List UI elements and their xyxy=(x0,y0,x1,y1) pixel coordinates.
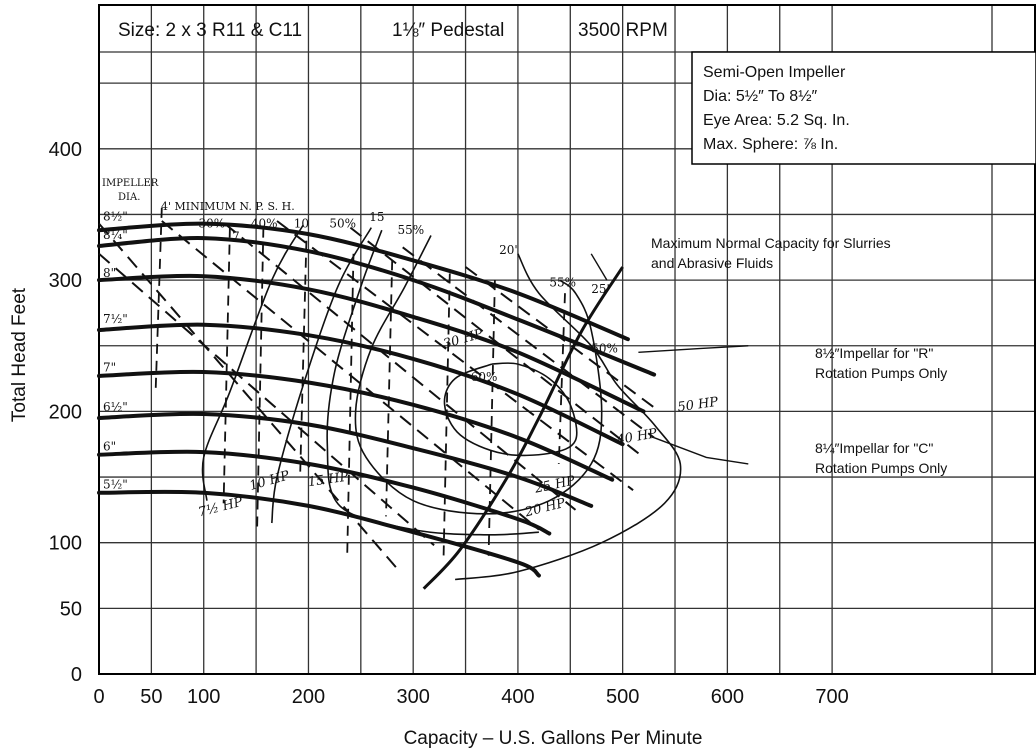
x-tick-label: 600 xyxy=(711,686,744,708)
hp-label: 15 HP xyxy=(307,470,350,491)
curve-labels: IMPELLER DIA. 8½" 8¼" 8" 7½" 7" 6½" 6" 5½" 4' MINI… xyxy=(102,178,947,521)
header-pedestal: 1⅛″ Pedestal xyxy=(392,20,504,41)
annotation-leader xyxy=(590,253,608,281)
annotation-leader xyxy=(638,345,749,353)
efficiency-curve xyxy=(201,224,304,501)
y-axis-title: Total Head Feet xyxy=(9,287,30,422)
y-tick-label: 100 xyxy=(49,533,82,555)
npsh-curve xyxy=(154,207,163,392)
info-box-line: Eye Area: 5.2 Sq. In. xyxy=(703,112,850,129)
y-tick-label: 300 xyxy=(49,270,82,292)
npsh-label: 15 xyxy=(369,210,384,224)
info-box: Semi-Open Impeller Dia: 5½″ To 8½″ Eye Are… xyxy=(691,51,1036,165)
npsh-curve xyxy=(222,227,231,504)
diameter-label: 6" xyxy=(103,439,116,453)
hp-line xyxy=(98,253,435,547)
hp-line xyxy=(402,246,655,439)
efficiency-label: 30% xyxy=(198,217,225,231)
npsh-label: 7 xyxy=(232,230,240,244)
y-tick-label: 200 xyxy=(49,401,82,423)
head-curve xyxy=(97,369,615,482)
diameter-label: 6½" xyxy=(103,400,128,414)
diameter-label: 7" xyxy=(103,361,116,375)
npsh-label: 20' xyxy=(499,243,518,257)
npsh-label: 25' xyxy=(591,282,610,296)
y-tick-label: 0 xyxy=(71,664,82,686)
x-tick-label: 400 xyxy=(501,686,534,708)
efficiency-label: 50% xyxy=(329,217,356,231)
annotation-line: Maximum Normal Capacity for Slurries xyxy=(651,235,891,251)
tick-labels: 0 50 100 200 300 400 500 600 700 0 50 100 200 300 400 xyxy=(49,139,849,708)
efficiency-label: 55% xyxy=(549,276,576,290)
head-curve xyxy=(97,411,594,508)
impeller-label: IMPELLER xyxy=(102,178,159,189)
x-axis-title: Capacity – U.S. Gallons Per Minute xyxy=(404,728,703,749)
annotation-line: Rotation Pumps Only xyxy=(815,460,947,476)
hp-line xyxy=(161,220,540,531)
hp-line xyxy=(276,220,634,491)
head-curve xyxy=(97,221,630,342)
diameter-label: 8¼" xyxy=(103,228,128,242)
npsh-title: 4' MINIMUM N. P. S. H. xyxy=(161,200,295,213)
x-tick-label: 50 xyxy=(140,686,162,708)
x-tick-label: 300 xyxy=(397,686,430,708)
info-box-frame xyxy=(691,51,1036,165)
x-tick-label: 200 xyxy=(292,686,325,708)
hp-label: 20 HP xyxy=(523,496,567,521)
x-tick-label: 500 xyxy=(606,686,639,708)
header-size: Size: 2 x 3 R11 & C11 xyxy=(118,20,302,41)
head-curve xyxy=(97,236,657,377)
efficiency-label: 55% xyxy=(397,223,424,237)
y-tick-label: 50 xyxy=(60,598,82,620)
info-box-line: Semi-Open Impeller xyxy=(703,64,846,81)
annotation-line: 8¼″Impellar for "C" xyxy=(815,440,933,456)
annotation-leader xyxy=(653,437,749,465)
x-tick-label: 0 xyxy=(93,686,104,708)
diameter-label: 7½" xyxy=(103,312,128,326)
impeller-label: DIA. xyxy=(118,192,140,203)
hp-label: 10 HP xyxy=(248,468,292,494)
header-rpm: 3500 RPM xyxy=(578,20,668,41)
hp-label: 50 HP xyxy=(677,395,720,416)
head-curve xyxy=(97,273,646,414)
efficiency-curve xyxy=(271,227,372,524)
efficiency-label: 50% xyxy=(591,341,618,355)
chart-header: Size: 2 x 3 R11 & C11 1⅛″ Pedestal 3500 … xyxy=(118,20,668,41)
annotation-line: Rotation Pumps Only xyxy=(815,365,947,381)
efficiency-curve xyxy=(455,253,682,581)
npsh-curve xyxy=(299,240,308,478)
head-curve xyxy=(97,449,552,536)
npsh-label: 10 xyxy=(294,217,309,231)
head-curve xyxy=(97,489,541,578)
efficiency-curve xyxy=(443,362,578,457)
annotation-line: and Abrasive Fluids xyxy=(651,255,773,271)
info-box-line: Dia: 5½″ To 8½″ xyxy=(703,88,818,105)
x-tick-label: 700 xyxy=(815,686,848,708)
diameter-label: 5½" xyxy=(103,477,128,491)
max-capacity-curve xyxy=(422,266,624,590)
diameter-label: 8½" xyxy=(103,210,128,224)
head-curve xyxy=(97,322,625,447)
x-tick-label: 100 xyxy=(187,686,220,708)
info-box-line: Max. Sphere: ⅞ In. xyxy=(703,136,838,153)
hp-label: 40 HP xyxy=(615,426,659,448)
efficiency-label: 60% xyxy=(471,370,498,384)
annotation-line: 8½″Impellar for "R" xyxy=(815,345,933,361)
npsh-curve xyxy=(385,260,394,517)
y-tick-label: 400 xyxy=(49,139,82,161)
diameter-label: 8" xyxy=(103,266,116,280)
plot-frame xyxy=(98,4,1036,675)
curves xyxy=(97,207,682,590)
efficiency-label: 40% xyxy=(251,217,278,231)
